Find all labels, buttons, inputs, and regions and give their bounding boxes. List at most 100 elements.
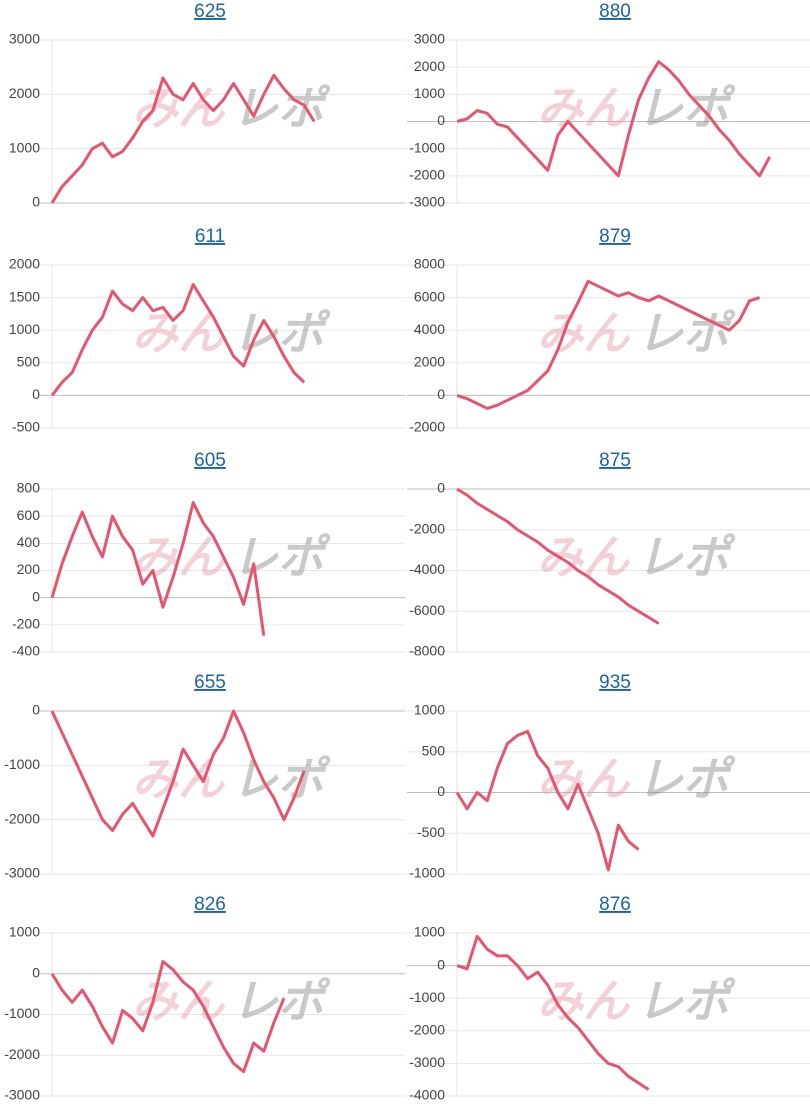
y-tick-label: 2000 — [414, 354, 445, 370]
watermark: みん レポ — [537, 753, 736, 805]
watermark: みん レポ — [132, 82, 331, 134]
y-tick-label: 3000 — [414, 31, 445, 47]
watermark-part: みん — [537, 82, 631, 134]
y-tick-label: 1000 — [9, 924, 40, 940]
y-tick-label: 0 — [437, 956, 445, 972]
line-chart: 826 -3000 -2000 -1000 0 1000 みん レポ — [4, 894, 405, 1103]
y-tick-label: 2000 — [9, 85, 40, 101]
y-tick-label: 400 — [17, 534, 41, 550]
y-tick-label: -2000 — [409, 419, 445, 435]
y-tick-label: 0 — [437, 386, 445, 402]
watermark: みん レポ — [537, 531, 736, 583]
y-tick-label: 1000 — [9, 321, 40, 337]
y-tick-label: -200 — [12, 616, 40, 632]
series-line — [456, 60, 771, 178]
y-tick-label: -500 — [12, 419, 40, 435]
series-line — [50, 709, 306, 838]
watermark-part: みん — [537, 975, 631, 1027]
watermark: みん レポ — [132, 975, 331, 1027]
series-line — [455, 729, 640, 872]
y-tick-label: -4000 — [409, 1087, 445, 1103]
y-tick-label: -1000 — [4, 1005, 40, 1021]
line-chart: 625 0 1000 2000 3000 みん レポ — [9, 1, 405, 210]
y-tick-label: -3000 — [409, 194, 445, 210]
watermark-part: レポ — [232, 82, 331, 134]
y-tick-label: 1000 — [414, 924, 445, 940]
y-tick-label: -1000 — [409, 989, 445, 1005]
chart-title[interactable]: 879 — [599, 226, 631, 247]
y-tick-label: -500 — [417, 824, 445, 840]
chart-title[interactable]: 625 — [194, 1, 226, 22]
y-tick-label: -3000 — [4, 1087, 40, 1103]
y-tick-label: 3000 — [9, 31, 40, 47]
line-chart: 935 -1000 -500 0 500 1000 みん レポ — [407, 672, 810, 881]
y-tick-label: -4000 — [409, 561, 445, 577]
chart-title[interactable]: 826 — [194, 894, 226, 915]
y-tick-label: 0 — [437, 480, 445, 496]
y-tick-label: -6000 — [409, 602, 445, 618]
y-tick-label: -8000 — [409, 643, 445, 659]
y-tick-label: 200 — [17, 561, 41, 577]
series-line — [50, 501, 266, 636]
chart-title[interactable]: 875 — [599, 450, 631, 471]
y-tick-label: -2000 — [4, 810, 40, 826]
line-chart: 876 -4000 -3000 -2000 -1000 0 1000 みん レポ — [407, 894, 810, 1103]
chart-title[interactable]: 876 — [599, 894, 631, 915]
y-tick-label: -2000 — [409, 167, 445, 183]
series-line — [50, 283, 306, 397]
y-tick-label: 600 — [17, 507, 41, 523]
y-tick-label: 500 — [17, 354, 41, 370]
chart-title[interactable]: 611 — [195, 226, 225, 247]
chart-title[interactable]: 605 — [194, 450, 226, 471]
watermark-part: レポ — [637, 307, 736, 359]
y-tick-label: 0 — [32, 588, 40, 604]
y-tick-label: 6000 — [414, 288, 445, 304]
chart-title[interactable]: 935 — [599, 672, 631, 693]
y-tick-label: 0 — [32, 702, 40, 718]
y-tick-label: 0 — [32, 964, 40, 980]
y-tick-label: 8000 — [414, 256, 445, 272]
y-tick-label: -2000 — [4, 1046, 40, 1062]
y-tick-label: -1000 — [4, 756, 40, 772]
y-tick-label: 4000 — [414, 321, 445, 337]
y-tick-label: -1000 — [409, 139, 445, 155]
y-tick-label: -2000 — [409, 520, 445, 536]
line-chart: 879 -2000 0 2000 4000 6000 8000 みん レポ — [407, 226, 810, 435]
chart-title[interactable]: 655 — [194, 672, 226, 693]
watermark-part: レポ — [637, 531, 736, 583]
y-tick-label: 1000 — [414, 702, 445, 718]
watermark-part: レポ — [637, 975, 736, 1027]
chart-title[interactable]: 880 — [599, 1, 631, 22]
y-tick-label: 0 — [32, 386, 40, 402]
y-tick-label: 1000 — [9, 139, 40, 155]
y-tick-label: -2000 — [409, 1022, 445, 1038]
series-line — [456, 279, 761, 410]
watermark-part: みん — [537, 307, 631, 359]
y-tick-label: 2000 — [9, 256, 40, 272]
y-tick-label: 500 — [422, 742, 446, 758]
y-tick-label: 0 — [437, 783, 445, 799]
watermark-part: レポ — [232, 753, 331, 805]
line-chart: 875 -8000 -6000 -4000 -2000 0 みん レポ — [407, 450, 810, 659]
y-tick-label: -400 — [12, 643, 40, 659]
y-tick-label: 1500 — [9, 288, 40, 304]
watermark: みん レポ — [537, 307, 736, 359]
y-tick-label: 1000 — [414, 85, 445, 101]
y-tick-label: 0 — [437, 112, 445, 128]
y-tick-label: 2000 — [414, 58, 445, 74]
watermark: みん レポ — [537, 975, 736, 1027]
y-tick-label: -1000 — [409, 865, 445, 881]
watermark-part: レポ — [232, 531, 331, 583]
y-tick-label: 800 — [17, 480, 41, 496]
y-tick-label: -3000 — [4, 865, 40, 881]
series-line — [456, 487, 660, 625]
series-line — [456, 934, 650, 1091]
series-line — [50, 960, 286, 1074]
watermark-part: レポ — [637, 753, 736, 805]
y-tick-label: -3000 — [409, 1054, 445, 1070]
